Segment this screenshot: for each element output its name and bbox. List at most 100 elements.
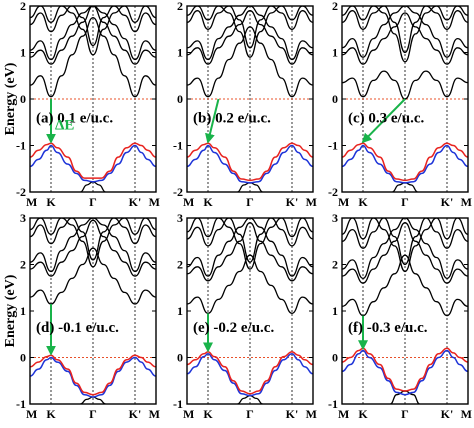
ytick-label-c-2: 0 — [332, 92, 338, 106]
ytick-label-b-3: 1 — [177, 46, 183, 60]
ytick-label-b-2: 0 — [177, 92, 183, 106]
ytick-label-e-2: 1 — [177, 304, 183, 318]
band-f-2 — [342, 218, 468, 280]
plot-area-c — [342, 6, 468, 192]
kpoint-label-c-4: M — [461, 195, 472, 209]
band-a-1 — [30, 6, 156, 65]
kpoint-label-a-0: M — [26, 195, 37, 209]
band-e-0 — [187, 254, 313, 314]
kpoint-label-c-2: Γ — [401, 195, 409, 209]
band-d-2 — [30, 218, 156, 273]
y-axis-label-d: Energy (eV) — [3, 274, 18, 347]
ytick-label-f-0: -1 — [328, 397, 338, 411]
band-b-3 — [187, 6, 313, 49]
band-a-4 — [30, 6, 156, 56]
ytick-label-a-4: 2 — [20, 0, 26, 13]
band-f-4 — [342, 218, 468, 273]
kpoint-label-e-0: M — [183, 407, 194, 421]
ytick-label-f-4: 3 — [332, 211, 338, 225]
ytick-label-b-4: 2 — [177, 0, 183, 13]
kpoint-label-e-1: K — [203, 407, 213, 421]
kpoint-label-b-2: Γ — [246, 195, 254, 209]
gap-arrow-c — [361, 98, 406, 144]
band-e-1 — [187, 222, 313, 282]
ytick-label-a-0: -2 — [16, 185, 26, 199]
band-c-3 — [342, 6, 468, 54]
ytick-label-f-3: 2 — [332, 258, 338, 272]
ytick-label-e-1: 0 — [177, 351, 183, 365]
kpoint-label-e-2: Γ — [246, 407, 254, 421]
gap-arrow-b — [205, 98, 220, 144]
valence-band-blue-a — [30, 144, 156, 183]
ytick-label-e-0: -1 — [173, 397, 183, 411]
kpoint-label-a-3: K' — [129, 195, 142, 209]
panel-label-f: (f) -0.3 e/u.c. — [348, 320, 428, 336]
panel-label-a: (a) 0.1 e/u.c. — [36, 110, 113, 126]
kpoint-label-a-2: Γ — [89, 195, 97, 209]
kpoint-label-d-2: Γ — [89, 407, 97, 421]
ytick-label-d-2: 1 — [20, 304, 26, 318]
gap-label-a: ΔE — [55, 118, 74, 134]
band-d-3 — [30, 218, 156, 261]
valence-band-red-c — [342, 142, 468, 182]
ytick-label-e-3: 2 — [177, 258, 183, 272]
ytick-label-a-2: 0 — [20, 92, 26, 106]
band-a-3 — [30, 6, 156, 47]
band-f-3 — [342, 218, 468, 266]
valence-band-blue-d — [30, 356, 156, 398]
ytick-label-e-4: 3 — [177, 211, 183, 225]
plot-area-a — [30, 6, 156, 192]
kpoint-label-b-0: M — [183, 195, 194, 209]
kpoint-label-b-1: K — [203, 195, 213, 209]
kpoint-label-b-4: M — [306, 195, 317, 209]
band-d-0 — [30, 247, 156, 305]
band-e-4 — [187, 218, 313, 270]
kpoint-label-f-4: M — [461, 407, 472, 421]
plot-area-f — [342, 218, 468, 404]
ytick-label-d-4: 3 — [20, 211, 26, 225]
band-c-1 — [342, 12, 468, 65]
band-a-0 — [30, 16, 156, 98]
ytick-label-c-1: -1 — [328, 139, 338, 153]
band-a-2 — [30, 6, 156, 61]
band-d-4 — [30, 218, 156, 268]
plot-area-b — [187, 6, 313, 192]
panel-label-b: (b) 0.2 e/u.c. — [193, 110, 271, 126]
valence-band-blue-b — [187, 144, 313, 184]
panel-label-e: (e) -0.2 e/u.c. — [193, 320, 274, 336]
band-f-0 — [342, 254, 468, 317]
kpoint-label-c-3: K' — [441, 195, 454, 209]
band-c-2 — [342, 6, 468, 58]
band-d-1 — [30, 219, 156, 277]
ytick-label-f-2: 1 — [332, 304, 338, 318]
plot-area-d — [30, 218, 156, 404]
valence-band-blue-c — [342, 144, 468, 184]
kpoint-label-d-1: K — [46, 407, 56, 421]
ytick-label-c-4: 2 — [332, 0, 338, 13]
kpoint-label-d-3: K' — [129, 407, 142, 421]
band-b-1 — [187, 10, 313, 65]
ytick-label-a-3: 1 — [20, 46, 26, 60]
plot-area-e — [187, 218, 313, 404]
kpoint-label-a-1: K — [46, 195, 56, 209]
kpoint-label-d-0: M — [26, 407, 37, 421]
band-b-0 — [187, 26, 313, 98]
ytick-label-d-3: 2 — [20, 258, 26, 272]
valence-band-blue-e — [187, 353, 313, 397]
panel-label-d: (d) -0.1 e/u.c. — [36, 320, 119, 336]
ytick-label-d-1: 0 — [20, 351, 26, 365]
kpoint-label-f-3: K' — [441, 407, 454, 421]
band-b-4 — [187, 6, 313, 58]
kpoint-label-a-4: M — [149, 195, 160, 209]
kpoint-label-e-4: M — [306, 407, 317, 421]
kpoint-label-c-0: M — [338, 195, 349, 209]
panel-label-c: (c) 0.3 e/u.c. — [348, 110, 424, 126]
kpoint-label-f-1: K — [358, 407, 368, 421]
band-c-4 — [342, 6, 468, 63]
